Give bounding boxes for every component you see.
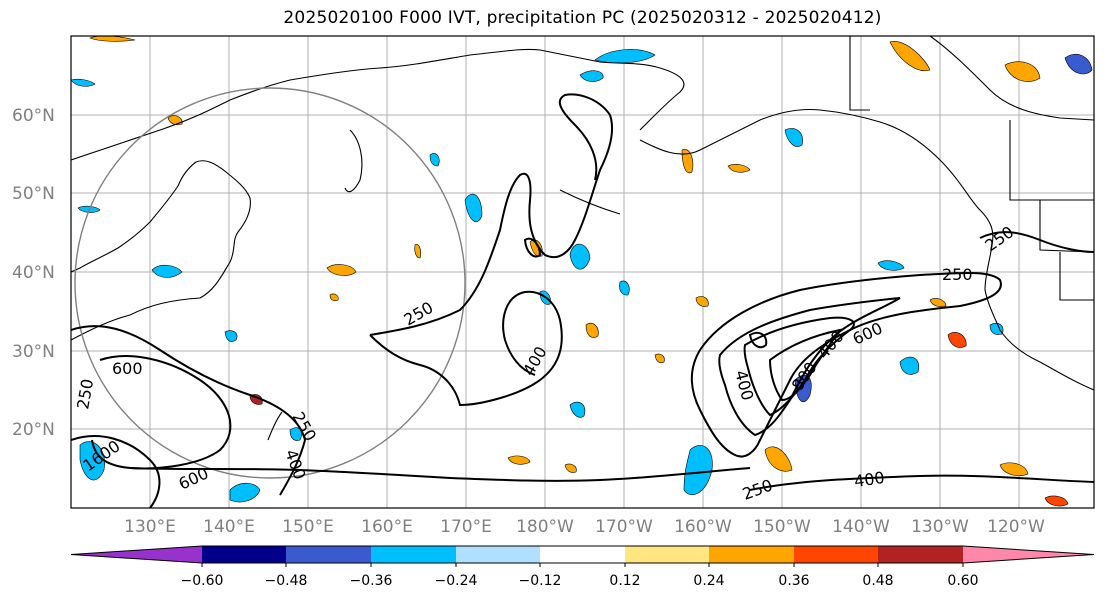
contour-label: 600 <box>850 318 886 348</box>
colorbar-tick-label: −0.12 <box>519 573 562 589</box>
colorbar-cell <box>456 546 540 563</box>
contour-label: 400 <box>853 468 886 491</box>
colorbar-cell <box>286 546 371 563</box>
colorbar-tick-label: 0.48 <box>862 573 893 589</box>
lat-label: 40°N <box>12 263 55 283</box>
lat-label: 20°N <box>12 420 55 440</box>
lon-label: 160°W <box>674 517 732 537</box>
chart-title: 2025020100 F000 IVT, precipitation PC (2… <box>283 8 882 28</box>
colorbar-tick-label: 0.36 <box>778 573 809 589</box>
colorbar-cell <box>794 546 878 563</box>
longitude-labels: 130°E 140°E 150°E 160°E 170°E 180°W 170°… <box>124 517 1045 537</box>
precip-shading <box>71 36 1093 507</box>
colorbar-cell <box>202 546 286 563</box>
lon-label: 150°E <box>282 517 334 537</box>
colorbar-tick-label: −0.36 <box>350 573 393 589</box>
colorbar-tick-label: 0.24 <box>693 573 724 589</box>
gridlines <box>71 36 1094 508</box>
contour-label: 400 <box>814 327 848 363</box>
contour-label: 250 <box>942 265 973 284</box>
colorbar-tick-label: −0.48 <box>265 573 308 589</box>
colorbar-cell <box>540 546 625 563</box>
colorbar-cell <box>878 546 963 563</box>
colorbar-cell <box>709 546 794 563</box>
contour-label: 600 <box>112 359 143 378</box>
lon-label: 120°W <box>987 517 1045 537</box>
contour-label: 400 <box>731 368 757 402</box>
lon-label: 130°E <box>124 517 176 537</box>
lon-label: 150°W <box>753 517 811 537</box>
lon-label: 130°W <box>911 517 969 537</box>
map-frame <box>70 35 1095 509</box>
colorbar-tick-label: 0.12 <box>609 573 640 589</box>
contour-label: 250 <box>981 222 1017 255</box>
colorbar-tick-label: 0.60 <box>947 573 978 589</box>
contour-label: 250 <box>740 475 775 503</box>
colorbar-cell <box>625 546 709 563</box>
lat-label: 30°N <box>12 342 55 362</box>
contour-label: 250 <box>73 377 97 410</box>
range-circle <box>74 87 466 479</box>
lat-label: 60°N <box>12 106 55 126</box>
lon-label: 140°W <box>832 517 890 537</box>
lon-label: 170°W <box>595 517 653 537</box>
colorbar: −0.60 −0.48 −0.36 −0.24 −0.12 0.12 0.24 … <box>70 545 1095 589</box>
lon-label: 170°E <box>440 517 492 537</box>
colorbar-cell <box>371 546 456 563</box>
colorbar-tick-label: −0.60 <box>181 573 224 589</box>
colorbar-tick-label: −0.24 <box>435 573 478 589</box>
colorbar-cell <box>71 546 202 563</box>
latitude-labels: 20°N 30°N 40°N 50°N 60°N <box>12 106 55 440</box>
lon-label: 140°E <box>203 517 255 537</box>
lat-label: 50°N <box>12 184 55 204</box>
lon-label: 180°W <box>516 517 574 537</box>
colorbar-ticks <box>201 563 964 567</box>
lon-label: 160°E <box>361 517 413 537</box>
colorbar-tick-labels: −0.60 −0.48 −0.36 −0.24 −0.12 0.12 0.24 … <box>181 573 979 589</box>
ivt-contours <box>71 93 1094 508</box>
colorbar-cell <box>963 546 1094 563</box>
